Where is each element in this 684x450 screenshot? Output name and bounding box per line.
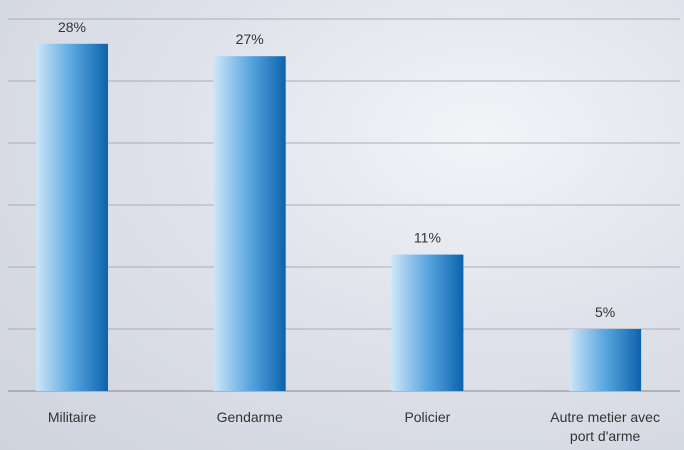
bar [569,329,642,391]
x-tick-label: Militaire [47,409,97,425]
bar [391,254,464,391]
value-label: 11% [414,230,441,246]
x-tick-label: Gendarme [216,409,283,425]
value-label: 5% [595,304,615,320]
bar [36,43,108,392]
value-label: 27% [236,31,264,47]
x-tick-label: Policier [404,409,451,425]
x-tick-label: Autre metier avec port d'arme [550,409,660,444]
value-label: 28% [58,19,86,35]
bar [213,56,286,391]
